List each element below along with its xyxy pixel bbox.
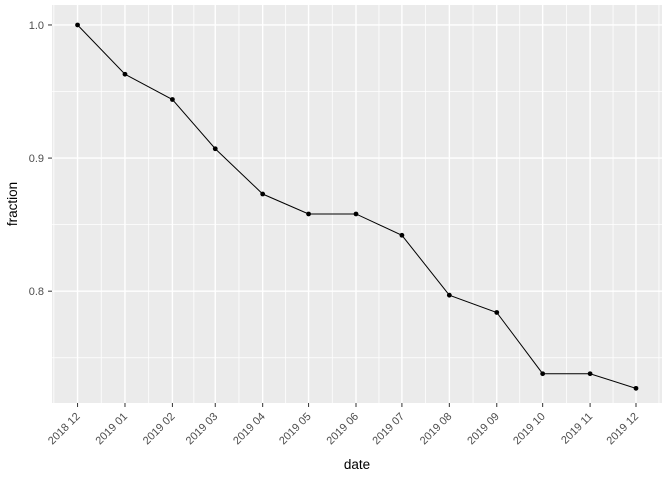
x-tick-label: 2018 12 <box>46 411 83 448</box>
data-point <box>306 211 311 217</box>
y-tick-label: 0.8 <box>29 286 44 298</box>
x-tick-label: 2019 09 <box>465 411 502 448</box>
plot-panel: 2018 12 2019 01 2019 02 2019 03 2019 04 2019 … <box>29 5 662 447</box>
y-axis-title: fraction <box>5 182 20 226</box>
x-tick-label: 2019 12 <box>605 411 642 448</box>
data-point <box>170 97 175 102</box>
x-tick-label: 2019 08 <box>418 411 455 448</box>
x-tick-label: 2019 11 <box>559 411 595 447</box>
x-axis-title: date <box>344 457 370 472</box>
x-tick-label: 2019 05 <box>277 411 314 448</box>
panel-background <box>52 5 662 403</box>
data-point <box>633 385 639 391</box>
data-point <box>260 191 266 197</box>
x-tick-label: 2019 10 <box>511 411 548 448</box>
x-tick-label: 2019 06 <box>325 411 362 448</box>
data-point <box>75 22 80 28</box>
data-point <box>122 71 128 77</box>
x-tick-label: 2019 01 <box>93 411 130 448</box>
data-point <box>540 371 546 377</box>
y-tick-label: 1.0 <box>29 20 44 32</box>
x-tick-label: 2019 03 <box>184 411 221 448</box>
data-point <box>494 310 500 315</box>
data-point <box>212 146 218 152</box>
x-tick-label: 2019 02 <box>141 411 178 448</box>
data-point <box>353 211 359 217</box>
data-point <box>446 292 452 298</box>
x-tick-label: 2019 04 <box>231 411 268 448</box>
x-tick-label: 2019 07 <box>370 411 407 448</box>
y-tick-label: 0.9 <box>29 153 44 165</box>
data-point <box>587 371 593 377</box>
data-point <box>399 232 405 238</box>
